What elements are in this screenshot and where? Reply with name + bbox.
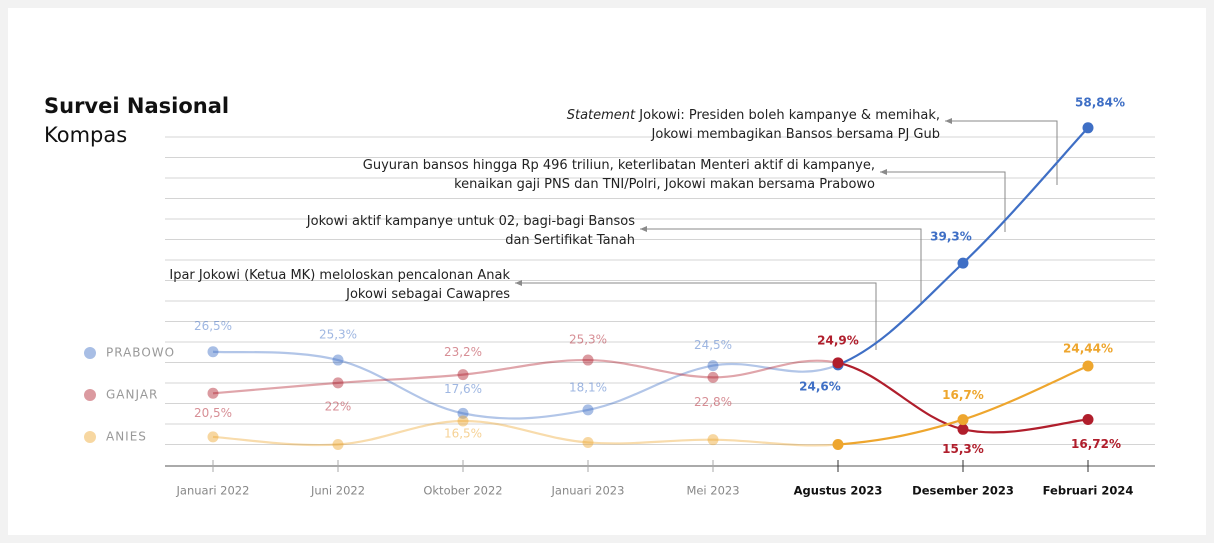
x-tick-label: Januari 2023 [551, 484, 625, 498]
value-label: 24,5% [694, 338, 732, 352]
value-label: 17,6% [444, 382, 482, 396]
annotation-text: Jokowi membagikan Bansos bersama PJ Gub [651, 127, 940, 142]
leader [880, 171, 1006, 232]
point [1082, 122, 1094, 134]
x-tick-label: Agustus 2023 [794, 484, 883, 498]
point [332, 439, 344, 451]
point [707, 371, 719, 383]
value-label: 15,3% [942, 442, 984, 456]
value-label: 16,5% [444, 426, 482, 440]
annotation-text: Ipar Jokowi (Ketua MK) meloloskan pencal… [169, 268, 510, 283]
annotation: dan Sertifikat Tanah [505, 233, 635, 248]
point [1082, 413, 1094, 425]
point [332, 377, 344, 389]
legend-label: PRABOWO [106, 346, 175, 360]
point [207, 346, 219, 358]
annotation-text: Statement [567, 108, 636, 123]
x-tick-label: Februari 2024 [1043, 484, 1134, 498]
value-label: 39,3% [930, 230, 972, 244]
point [1082, 360, 1094, 372]
series-line [212, 364, 1089, 447]
value-label: 25,3% [319, 328, 357, 342]
point [707, 434, 719, 446]
annotation-text: kenaikan gaji PNS dan TNI/Polri, Jokowi … [454, 177, 875, 192]
panel [8, 8, 1206, 535]
annotation: Statement Jokowi: Presiden boleh kampany… [567, 108, 940, 123]
chart-subtitle: Kompas [44, 123, 127, 147]
value-label: 20,5% [194, 406, 232, 420]
annotation: kenaikan gaji PNS dan TNI/Polri, Jokowi … [454, 177, 875, 192]
x-tick-label: Desember 2023 [912, 484, 1014, 498]
x-tick-label: Mei 2023 [686, 484, 739, 498]
value-label: 24,9% [817, 333, 859, 347]
annotation: Guyuran bansos hingga Rp 496 triliun, ke… [363, 158, 875, 173]
point [457, 369, 469, 381]
point [582, 404, 594, 416]
value-label: 18,1% [569, 380, 607, 394]
point [457, 415, 469, 427]
value-label: 22,8% [694, 395, 732, 409]
legend-swatch [84, 431, 96, 443]
annotation: Jokowi membagikan Bansos bersama PJ Gub [651, 127, 940, 142]
annotation: Ipar Jokowi (Ketua MK) meloloskan pencal… [169, 268, 510, 283]
decoration-lines [165, 136, 1155, 445]
legend-label: ANIES [106, 430, 147, 444]
point [207, 387, 219, 399]
point [832, 357, 844, 369]
point [582, 436, 594, 448]
annotation-text: Jokowi sebagai Cawapres [345, 287, 510, 302]
point [457, 407, 469, 419]
point [332, 354, 344, 366]
x-tick-label: Januari 2022 [176, 484, 250, 498]
point [207, 431, 219, 443]
value-label: 16,72% [1071, 437, 1121, 451]
point [832, 439, 844, 451]
value-label: 26,5% [194, 319, 232, 333]
point [957, 257, 969, 269]
leader [640, 228, 922, 305]
point [957, 423, 969, 435]
point [707, 360, 719, 372]
annotation-text: Guyuran bansos hingga Rp 496 triliun, ke… [363, 158, 875, 173]
point [582, 354, 594, 366]
chart-title: Survei Nasional [44, 94, 229, 118]
value-label: 58,84% [1075, 95, 1125, 109]
annotation-text: Jokowi: Presiden boleh kampanye & memiha… [635, 108, 940, 123]
leader-lines [515, 118, 1058, 350]
value-label: 22% [325, 399, 352, 413]
annotation-text: dan Sertifikat Tanah [505, 233, 635, 248]
leader [515, 282, 877, 350]
value-label: 24,44% [1063, 342, 1113, 356]
legend-swatch [84, 389, 96, 401]
annotation-text: Jokowi aktif kampanye untuk 02, bagi-bag… [306, 214, 635, 229]
legend-swatch [84, 347, 96, 359]
x-tick-label: Oktober 2022 [423, 484, 502, 498]
value-label: 23,2% [444, 345, 482, 359]
point [957, 414, 969, 426]
annotation: Jokowi sebagai Cawapres [345, 287, 510, 302]
legend-label: GANJAR [106, 388, 158, 402]
value-label: 24,6% [799, 379, 841, 393]
value-label: 25,3% [569, 333, 607, 347]
x-tick-label: Juni 2022 [310, 484, 365, 498]
value-label: 16,7% [942, 388, 984, 402]
annotation: Jokowi aktif kampanye untuk 02, bagi-bag… [306, 214, 635, 229]
